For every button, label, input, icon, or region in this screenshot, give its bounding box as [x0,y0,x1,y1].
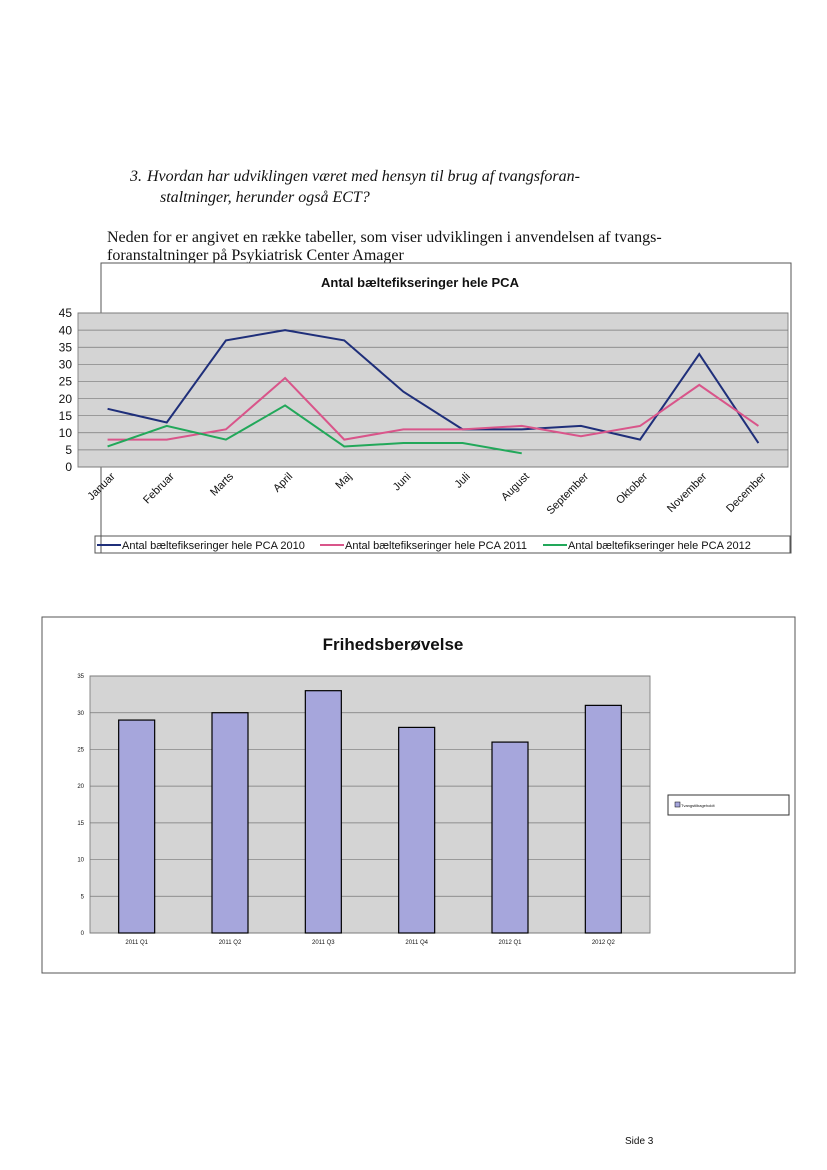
y-tick-label: 15 [77,821,84,827]
y-tick-label: 35 [77,674,84,680]
x-tick-label: Oktober [614,470,650,506]
x-tick-label: Februar [141,470,177,506]
bar [211,712,249,934]
heading-number: 3. [129,168,142,185]
paragraph-line: foranstaltninger på Psykiatrisk Center A… [107,247,404,264]
x-tick-label: 2011 Q4 [405,940,428,946]
x-tick-label: Marts [208,470,236,498]
chart-title: Antal bæltefikseringer hele PCA [321,275,520,290]
paragraph-line: Neden for er angivet en række tabeller, … [107,229,662,246]
x-tick-label: 2012 Q1 [498,940,522,946]
y-tick-label: 35 [59,340,73,354]
y-tick-label: 25 [77,748,84,754]
plot-area [77,312,789,468]
chart-frame [41,616,796,974]
bar [491,741,529,934]
x-tick-label: 2011 Q3 [312,940,335,946]
x-tick-label: Juni [391,471,414,494]
y-tick-label: 45 [59,306,73,320]
legend-frame [667,794,790,816]
y-tick-label: 10 [77,858,84,864]
y-tick-label: 40 [59,323,73,337]
y-tick-label: 5 [81,894,85,900]
series-line [107,329,760,444]
x-tick-label: 2011 Q2 [219,940,242,946]
x-tick-label: August [499,471,532,504]
bar [118,719,156,934]
y-tick-label: 30 [77,711,84,717]
y-tick-label: 30 [59,358,73,372]
x-tick-label: November [665,470,710,515]
heading-line: Hvordan har udviklingen været med hensyn… [146,168,580,185]
x-tick-label: April [271,471,295,495]
legend-swatch [674,801,681,808]
x-tick-label: Maj [333,471,354,492]
bar [304,690,342,934]
x-tick-label: 2012 Q2 [592,940,616,946]
y-tick-label: 20 [59,392,73,406]
y-tick-label: 10 [59,426,73,440]
x-tick-label: December [724,470,769,515]
legend-label: Tvangstilbageholdt [681,803,715,808]
y-tick-label: 0 [81,931,85,937]
plot-area [89,675,651,934]
legend-label: Antal bæltefikseringer hele PCA 2010 [122,540,305,552]
heading-line: staltninger, herunder også ECT? [160,189,370,206]
x-tick-label: Januar [85,470,118,503]
legend-frame [94,535,791,554]
y-tick-label: 20 [77,784,84,790]
y-tick-label: 25 [59,375,73,389]
bar [398,726,436,934]
y-tick-label: 0 [65,460,72,474]
x-tick-label: Juli [453,471,473,491]
bar [584,704,622,934]
legend-label: Antal bæltefikseringer hele PCA 2012 [568,540,751,552]
series-line [107,404,522,455]
y-tick-label: 5 [65,443,72,457]
chart-title: Frihedsberøvelse [323,635,464,654]
x-tick-label: September [545,470,592,517]
x-tick-label: 2011 Q1 [125,940,148,946]
y-tick-label: 15 [59,409,73,423]
series-line [107,376,759,441]
footer: Side 3 [625,1136,654,1147]
legend-label: Antal bæltefikseringer hele PCA 2011 [345,540,527,552]
